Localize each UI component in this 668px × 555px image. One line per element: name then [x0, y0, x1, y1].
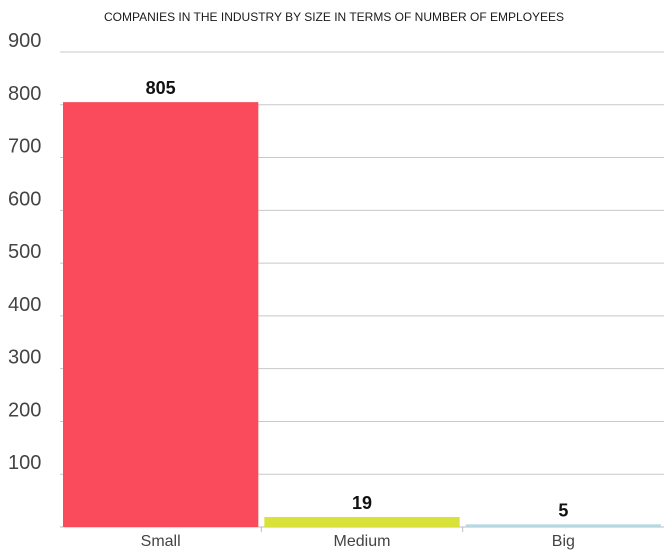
y-tick-label: 900 — [8, 30, 41, 52]
y-tick-label: 400 — [8, 294, 41, 316]
y-tick-label: 800 — [8, 83, 41, 105]
chart-title: COMPANIES IN THE INDUSTRY BY SIZE IN TER… — [103, 10, 565, 24]
bar-medium — [264, 516, 460, 527]
y-tick-label: 200 — [8, 399, 41, 421]
y-tick-label: 300 — [8, 347, 41, 369]
x-tick-label-medium: Medium — [334, 533, 391, 550]
y-tick-label: 700 — [8, 136, 41, 158]
data-label-medium: 19 — [352, 493, 372, 513]
y-tick-label: 600 — [8, 188, 41, 210]
x-tick-label-small: Small — [141, 533, 181, 550]
bar-big — [465, 524, 661, 527]
y-tick-label: 500 — [8, 241, 41, 263]
data-label-small: 805 — [146, 78, 176, 98]
bar-small — [63, 102, 259, 527]
x-tick-label-big: Big — [552, 533, 575, 550]
y-tick-label: 100 — [8, 452, 41, 474]
data-label-big: 5 — [558, 500, 568, 520]
